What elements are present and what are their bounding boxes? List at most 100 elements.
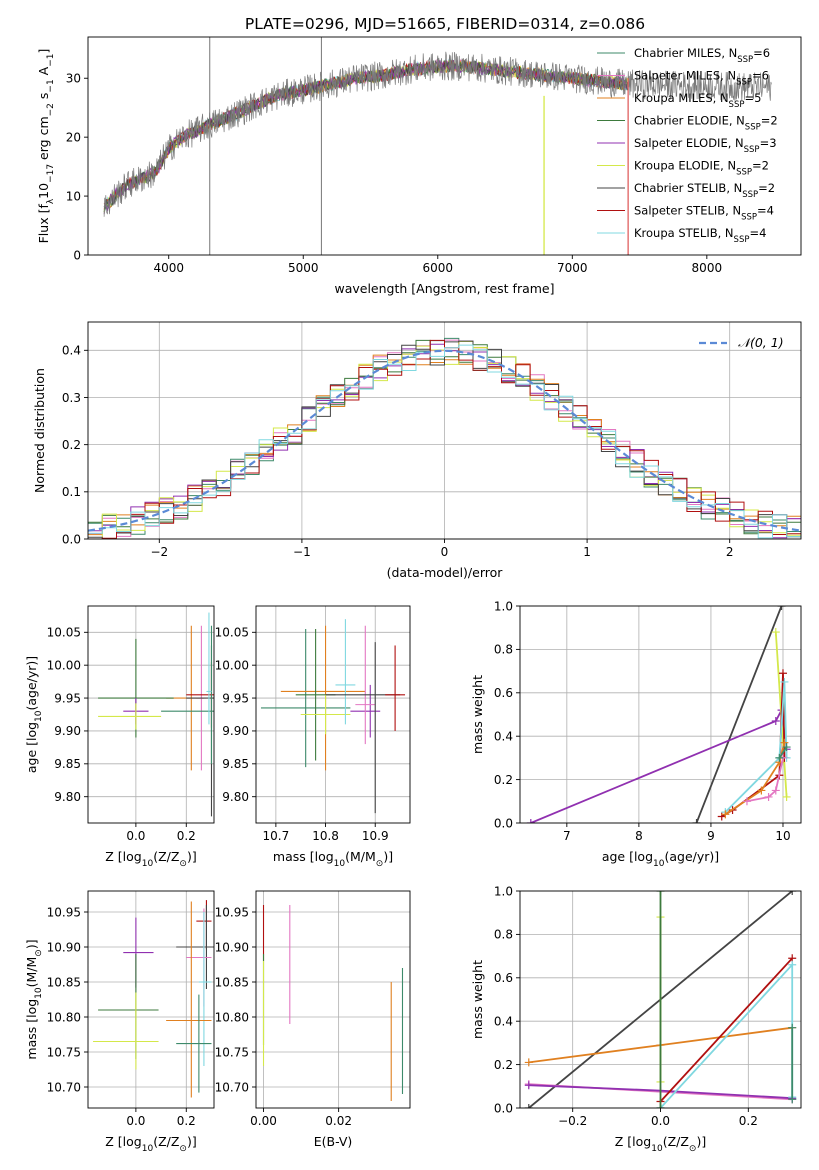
y-tick-label: 9.80 (222, 790, 249, 804)
x-tick-label: 2 (726, 545, 734, 559)
y-axis-label-part: (age/yr)] (24, 656, 39, 711)
y-axis-label-part: s (36, 93, 51, 104)
legend-entry: Salpeter STELIB, NSSP=4 (634, 204, 774, 223)
weight-marker (721, 810, 730, 819)
x-axis-label-part: mass [log (273, 849, 334, 864)
weight-marker (782, 743, 791, 752)
legend-entry-count: =6 (753, 46, 770, 60)
y-tick-label: 0.1 (62, 485, 81, 499)
y-axis-label-part: erg cm (36, 116, 51, 164)
x-tick-label: 7 (563, 829, 571, 843)
legend-entry-sub: SSP (742, 190, 758, 200)
y-axis-label: mass [log10(M/M⊙)] (24, 939, 44, 1059)
x-axis-label-part: (age/yr)] (664, 849, 719, 864)
legend-entry: Kroupa ELODIE, NSSP=2 (634, 159, 769, 178)
x-tick-label: −2 (150, 545, 168, 559)
axes-frame (87, 321, 802, 540)
x-axis-label: Z [log10(Z/Z⊙)] (105, 1134, 196, 1154)
legend-entry: Salpeter ELODIE, NSSP=3 (634, 136, 777, 155)
weight-marker (788, 891, 797, 895)
y-tick-label: 9.95 (54, 691, 81, 705)
weight-marker (780, 677, 789, 686)
plot-area (524, 891, 797, 1108)
y-tick-label: 10.75 (47, 1045, 81, 1059)
weight-marker (742, 797, 751, 806)
legend-entry-sub: SSP (741, 213, 757, 223)
y-axis-label-part: ⊙ (34, 949, 44, 957)
x-axis-label: Z [log10(Z/Z⊙)] (615, 1134, 706, 1154)
y-axis-label: Flux [fλ10−17 erg cm−2 s−1 A−1] (36, 49, 56, 244)
legend-entry-label: Salpeter STELIB, N (634, 204, 741, 218)
axes-frame (87, 605, 215, 824)
legend-entry: Kroupa STELIB, NSSP=4 (634, 226, 766, 245)
weight-line (530, 707, 788, 823)
weight-line (746, 757, 784, 803)
weight-marker (788, 960, 797, 969)
panel-mass-vs-Z: 0.0 0.2 10.70 10.75 10.80 10.85 10.90 10.95 Z [l… (24, 890, 215, 1154)
x-axis-label-part: 10 (142, 1144, 154, 1154)
y-axis-label-part: −17 (46, 164, 56, 183)
legend-entry: Chabrier ELODIE, NSSP=2 (634, 114, 778, 133)
panel-mass-vs-EBV: 0.00 0.02 10.70 10.75 10.80 10.85 10.90 10.95 E(… (215, 890, 411, 1149)
weight-marker (775, 753, 784, 762)
panel-spectrum: 4000 5000 6000 7000 8000 0 10 20 30 wavelength [A… (36, 36, 802, 296)
x-axis-label-part: (M/M (345, 849, 376, 864)
y-tick-label: 1.0 (494, 884, 513, 898)
x-tick-label: 10.8 (312, 829, 339, 843)
axes-frame (255, 605, 411, 824)
weight-marker (764, 792, 773, 801)
y-axis-label-part: 10 (34, 710, 44, 722)
y-tick-label: 9.95 (222, 691, 249, 705)
weight-marker (771, 717, 780, 726)
x-tick-label: 10.9 (362, 829, 389, 843)
y-axis-label-part: −1 (46, 79, 56, 92)
y-tick-label: 0.0 (62, 532, 81, 546)
x-axis-label-part: )] (383, 849, 393, 864)
y-axis-label-part: ] (36, 49, 51, 54)
x-axis-label-part: 10 (334, 859, 346, 869)
axes-frame (87, 890, 215, 1109)
legend-entry-count: =4 (757, 204, 774, 218)
x-axis-label-part: Z [log (105, 849, 141, 864)
weight-marker (524, 1058, 533, 1067)
y-axis-label-part: −2 (46, 103, 56, 116)
weight-line (778, 746, 788, 759)
y-tick-label: 0.8 (494, 643, 513, 657)
y-axis-label-part: Flux [f (36, 204, 51, 244)
y-tick-label: 20 (66, 130, 81, 144)
x-tick-label: 0.0 (126, 829, 145, 843)
panel-age-vs-mass: 10.7 10.8 10.9 9.80 9.85 9.90 9.95 10.00 10.05 ma… (215, 605, 411, 869)
legend-entry-label: Kroupa ELODIE, N (634, 159, 736, 173)
weight-marker (780, 738, 789, 747)
y-axis-label: mass weight (470, 675, 485, 754)
y-tick-label: 9.90 (222, 724, 249, 738)
x-tick-label: 0.0 (126, 1114, 145, 1128)
plot-area (98, 612, 214, 817)
y-axis-label-part: age [log (24, 722, 39, 773)
y-tick-label: 10.95 (215, 905, 249, 919)
y-tick-label: 10.70 (215, 1080, 249, 1094)
y-axis-label-part: 10 (36, 183, 51, 199)
y-axis-label: mass weight (470, 960, 485, 1039)
weight-marker (757, 786, 766, 795)
x-axis-label-part: ⊙ (179, 1144, 187, 1154)
legend-entry-sub: SSP (745, 123, 761, 133)
x-tick-label: 8 (635, 829, 643, 843)
axes-frame (255, 890, 411, 1109)
y-tick-label: 0.4 (494, 730, 513, 744)
x-axis-label-part: (Z/Z (153, 1134, 179, 1149)
x-tick-label: −1 (293, 545, 311, 559)
legend-entry-label: Chabrier ELODIE, N (634, 114, 745, 128)
x-tick-label: 1 (583, 545, 591, 559)
y-tick-label: 9.90 (54, 724, 81, 738)
x-axis-label: mass [log10(M/M⊙)] (273, 849, 393, 869)
spectrum-data-line (103, 51, 772, 217)
x-tick-label: 8000 (692, 261, 723, 275)
y-axis-label-part: 10 (34, 987, 44, 999)
legend-entry-sub: SSP (744, 145, 760, 155)
y-axis-label-part: A (36, 66, 51, 79)
